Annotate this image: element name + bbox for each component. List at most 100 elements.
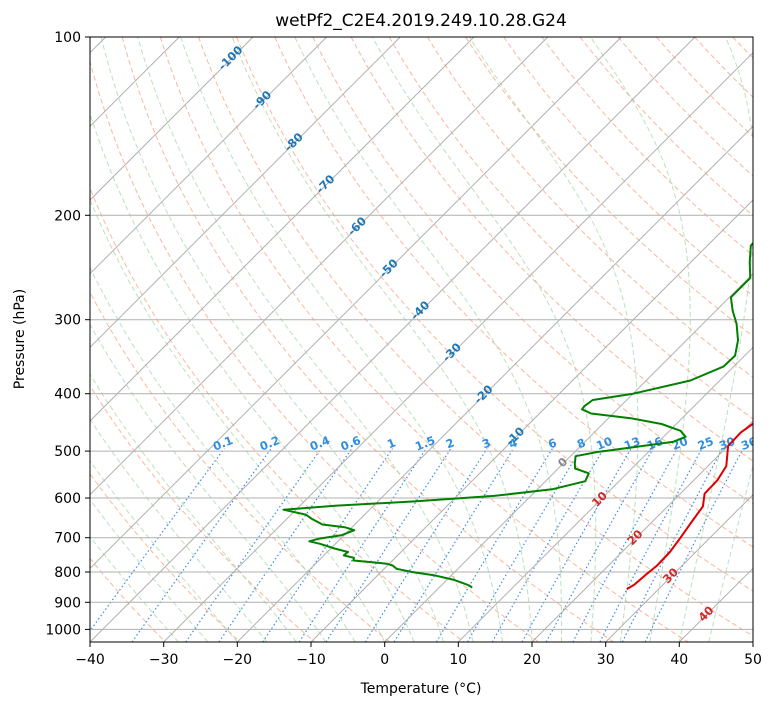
moist-adiabat bbox=[90, 373, 297, 642]
mixing-ratio-line bbox=[599, 448, 703, 642]
grid-lines bbox=[90, 37, 753, 642]
y-tick-label: 600 bbox=[54, 491, 81, 507]
y-tick-label: 200 bbox=[54, 208, 81, 224]
dry-adiabat bbox=[656, 37, 753, 138]
x-axis-label: Temperature (°C) bbox=[360, 681, 482, 697]
dry-adiabat bbox=[732, 37, 753, 59]
mixing-ratio-label: 30 bbox=[717, 434, 737, 453]
y-axis-label: Pressure (hPa) bbox=[12, 289, 28, 389]
dry-adiabat bbox=[350, 37, 753, 462]
moist-adiabat bbox=[90, 418, 268, 642]
mixing-ratio-line bbox=[572, 448, 678, 642]
y-tick-label: 300 bbox=[54, 313, 81, 329]
mixing-ratio-line bbox=[218, 448, 353, 642]
isotherm-line bbox=[752, 641, 753, 642]
sounding-profile-line bbox=[626, 422, 753, 590]
x-tick-label: −40 bbox=[75, 652, 105, 668]
isotherm-line bbox=[531, 420, 753, 642]
moist-adiabat bbox=[678, 37, 753, 642]
moist-adiabat bbox=[180, 37, 503, 642]
moist-adiabat bbox=[90, 323, 327, 642]
moist-adiabat bbox=[90, 112, 415, 642]
y-tick-label: 1000 bbox=[45, 622, 81, 638]
mixing-ratio-line bbox=[491, 448, 605, 642]
mixing-ratio-line bbox=[393, 448, 515, 642]
y-tick-label: 800 bbox=[54, 565, 81, 581]
y-tick-label: 900 bbox=[54, 595, 81, 611]
moist-adiabat bbox=[100, 37, 445, 642]
isotherm-label: 20 bbox=[624, 527, 645, 548]
dry-adiabat bbox=[503, 37, 753, 297]
x-tick-label: 30 bbox=[597, 652, 615, 668]
y-axis-ticks: 100 200 300 400 500 600 700 800 900 1000 bbox=[45, 30, 90, 638]
isotherm-line bbox=[90, 37, 401, 349]
moist-adiabat bbox=[371, 37, 597, 642]
mixing-ratio-line bbox=[621, 448, 723, 642]
x-axis-ticks: −40 −30 −20 −10 0 10 20 30 40 50 bbox=[75, 642, 762, 668]
isotherm-label: -50 bbox=[376, 256, 401, 281]
isotherm-line bbox=[90, 37, 328, 275]
x-tick-label: 50 bbox=[744, 652, 762, 668]
mixing-ratio-label: 25 bbox=[695, 434, 715, 453]
mixing-ratio-label: 13 bbox=[622, 434, 642, 453]
moist-adiabat bbox=[468, 37, 639, 642]
mixing-ratio-label: 10 bbox=[594, 434, 614, 453]
mixing-ratio-label: 20 bbox=[670, 434, 690, 453]
mixing-ratio-line bbox=[644, 448, 744, 642]
dry-adiabat bbox=[771, 37, 775, 642]
moist-adiabat bbox=[90, 498, 209, 642]
dry-adiabat bbox=[90, 472, 241, 642]
moist-adiabat bbox=[90, 266, 356, 642]
mixing-ratio-label: 1 bbox=[385, 435, 398, 451]
y-tick-label: 400 bbox=[54, 387, 81, 403]
isotherm-label: -40 bbox=[408, 298, 433, 323]
isotherm-line bbox=[236, 125, 753, 642]
dry-adiabat bbox=[388, 37, 753, 420]
y-tick-label: 500 bbox=[54, 444, 81, 460]
isotherm-line bbox=[310, 199, 753, 642]
chart-title: wetPf2_C2E4.2019.249.10.28.G24 bbox=[275, 11, 567, 31]
dry-adiabat bbox=[159, 37, 689, 642]
mixing-ratio-line bbox=[262, 448, 393, 642]
isotherm-line bbox=[457, 346, 753, 642]
isotherm-label: -10 bbox=[503, 424, 528, 449]
moist-adiabat bbox=[90, 459, 238, 642]
moist-adiabat bbox=[231, 37, 533, 642]
isotherm-label: -70 bbox=[313, 172, 338, 197]
dry-adiabat bbox=[312, 37, 753, 505]
dry-adiabat bbox=[465, 37, 753, 338]
isotherm-line bbox=[90, 37, 475, 422]
moist-adiabat bbox=[90, 198, 386, 642]
plot-frame bbox=[89, 36, 754, 643]
sounding-profiles bbox=[282, 241, 753, 590]
moist-adiabat bbox=[294, 37, 563, 642]
moist-adiabat bbox=[137, 37, 474, 642]
dry-adiabat bbox=[541, 37, 753, 257]
mixing-ratio-line bbox=[298, 448, 427, 642]
dry-adiabat bbox=[236, 37, 753, 592]
dry-adiabat bbox=[274, 37, 753, 548]
isotherm-line bbox=[90, 37, 622, 570]
background-line-labels: 0.1 0.2 0.4 0.6 1 1.5 2 3 4 6 8 10 13 16 20 25 30 36-100-… bbox=[211, 43, 753, 625]
isotherm-label: -90 bbox=[250, 88, 275, 113]
dry-adiabat bbox=[121, 37, 614, 642]
dry-adiabat bbox=[90, 186, 465, 642]
mixing-ratio-line bbox=[466, 448, 582, 642]
isotherm-label: -30 bbox=[439, 340, 464, 365]
mixing-ratio-line bbox=[364, 448, 488, 642]
isotherm-label: -80 bbox=[281, 130, 306, 155]
isotherm-line bbox=[678, 567, 753, 642]
x-tick-label: 20 bbox=[523, 652, 541, 668]
moist-adiabat bbox=[708, 464, 753, 642]
mixing-ratio-line bbox=[90, 448, 225, 632]
isotherm-line bbox=[163, 51, 753, 642]
mixing-ratio-label: 6 bbox=[546, 435, 559, 451]
mixing-ratio-line bbox=[325, 448, 452, 642]
isotherm-line bbox=[605, 493, 753, 642]
x-tick-label: 10 bbox=[449, 652, 467, 668]
dry-adiabat bbox=[694, 37, 753, 98]
mixing-ratio-line bbox=[435, 448, 554, 642]
dry-adiabat bbox=[90, 384, 316, 642]
x-tick-label: 40 bbox=[670, 652, 688, 668]
